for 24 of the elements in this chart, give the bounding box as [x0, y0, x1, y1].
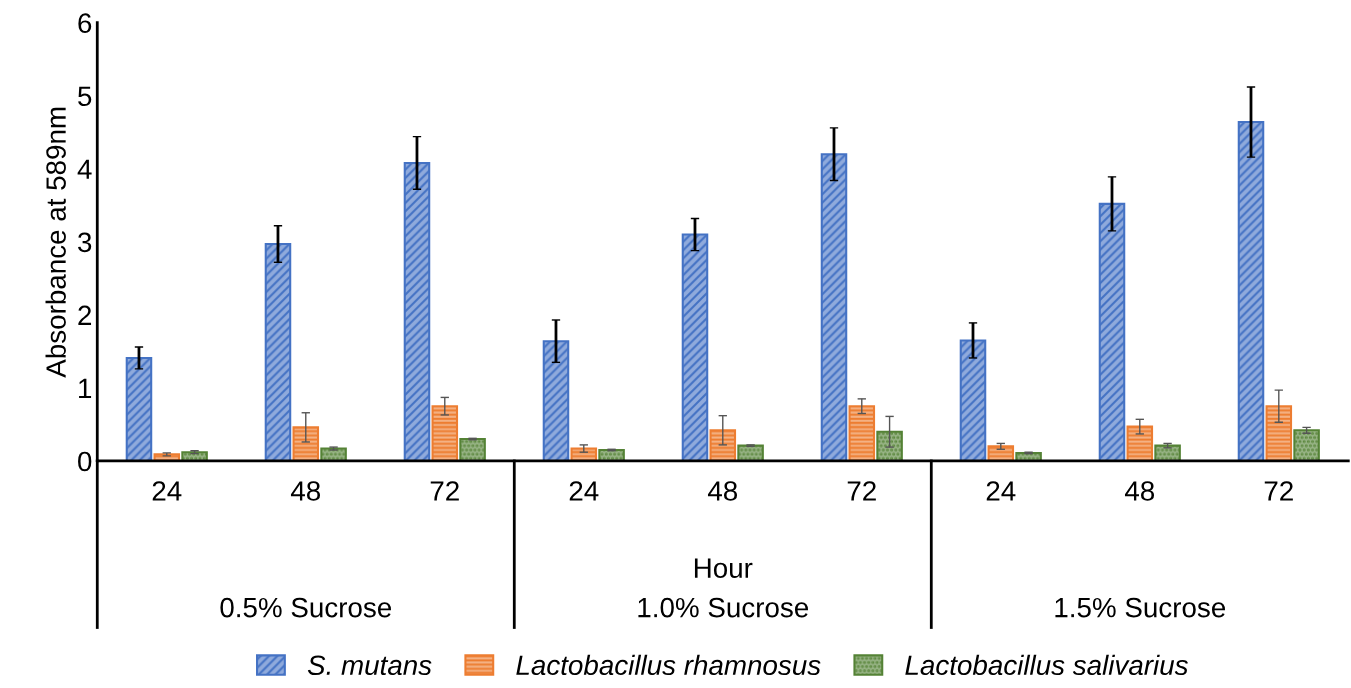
y-tick-label: 0 — [78, 451, 92, 472]
text: 1.5% Sucrose — [1055, 597, 1226, 618]
x-tick-label: 72 — [430, 481, 459, 501]
x-tick-label: 48 — [290, 481, 321, 501]
x-tick-label: 72 — [1264, 481, 1293, 501]
x-tick-label: 24 — [569, 481, 599, 501]
x-axis-title: Hour — [694, 558, 753, 578]
x-tick-label: 48 — [1124, 481, 1155, 501]
text: 0.5% Sucrose — [220, 597, 392, 618]
y-tick-label: 5 — [78, 86, 92, 107]
x-tick-label: 48 — [707, 481, 738, 501]
x-tick-label: 24 — [152, 481, 182, 501]
x-tick-label: 24 — [986, 481, 1016, 501]
y-tick-label: 1 — [79, 378, 92, 398]
y-tick-label: 3 — [78, 232, 92, 253]
text: 1.0% Sucrose — [638, 597, 809, 618]
y-tick-label: 4 — [77, 159, 92, 179]
y-axis-title: Absorbance at 589nm — [45, 107, 66, 378]
x-tick-label: 72 — [847, 481, 876, 501]
y-tick-label: 6 — [78, 13, 92, 34]
legend-label: Lactobacillus rhamnosus — [516, 654, 821, 676]
y-tick-label: 2 — [78, 305, 92, 325]
legend-label: Lactobacillus salivarius — [905, 654, 1188, 676]
legend-label: S. mutans — [307, 655, 432, 676]
